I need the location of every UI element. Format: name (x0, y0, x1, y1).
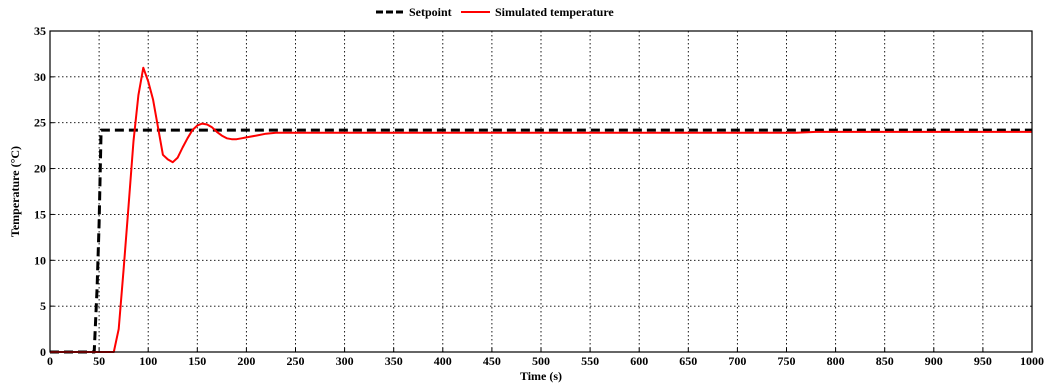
x-tick-label: 750 (778, 354, 796, 368)
x-tick-label: 550 (581, 354, 599, 368)
series-line-simulated-temperature (50, 66, 1032, 353)
x-tick-label: 650 (679, 354, 697, 368)
y-tick-label: 30 (34, 70, 46, 84)
y-tick-label: 15 (34, 207, 46, 221)
grid (50, 31, 1032, 352)
legend-label-simulated-temperature: Simulated temperature (495, 5, 614, 19)
legend-label-setpoint: Setpoint (409, 5, 452, 19)
y-tick-label: 25 (34, 116, 46, 130)
y-tick-label: 35 (34, 24, 46, 38)
x-tick-label: 450 (483, 354, 501, 368)
x-tick-label: 850 (876, 354, 894, 368)
y-tick-label: 5 (40, 299, 46, 313)
x-tick-label: 350 (385, 354, 403, 368)
y-axis-ticks: 0 5 10 15 20 25 30 35 (34, 24, 54, 359)
y-tick-label: 0 (40, 345, 46, 359)
x-tick-label: 950 (974, 354, 992, 368)
x-axis-ticks: 0 50 100 150 200 250 300 350 400 450 500 550 600 650 7… (47, 348, 1044, 368)
x-tick-label: 300 (336, 354, 354, 368)
x-tick-label: 250 (287, 354, 305, 368)
y-axis-label: Temperature (°C) (8, 146, 22, 237)
x-tick-label: 100 (139, 354, 157, 368)
x-tick-label: 0 (47, 354, 53, 368)
x-axis-label: Time (s) (520, 369, 562, 383)
x-tick-label: 500 (532, 354, 550, 368)
x-tick-label: 700 (728, 354, 746, 368)
x-tick-label: 1000 (1020, 354, 1044, 368)
x-tick-label: 800 (827, 354, 845, 368)
series-layer (50, 66, 1032, 354)
y-tick-label: 10 (34, 253, 46, 267)
x-tick-label: 400 (434, 354, 452, 368)
legend: Setpoint Simulated temperature (376, 5, 614, 19)
x-tick-label: 200 (237, 354, 255, 368)
x-tick-label: 600 (630, 354, 648, 368)
x-tick-label: 900 (925, 354, 943, 368)
x-tick-label: 150 (188, 354, 206, 368)
x-tick-label: 50 (93, 354, 105, 368)
y-tick-label: 20 (34, 162, 46, 176)
